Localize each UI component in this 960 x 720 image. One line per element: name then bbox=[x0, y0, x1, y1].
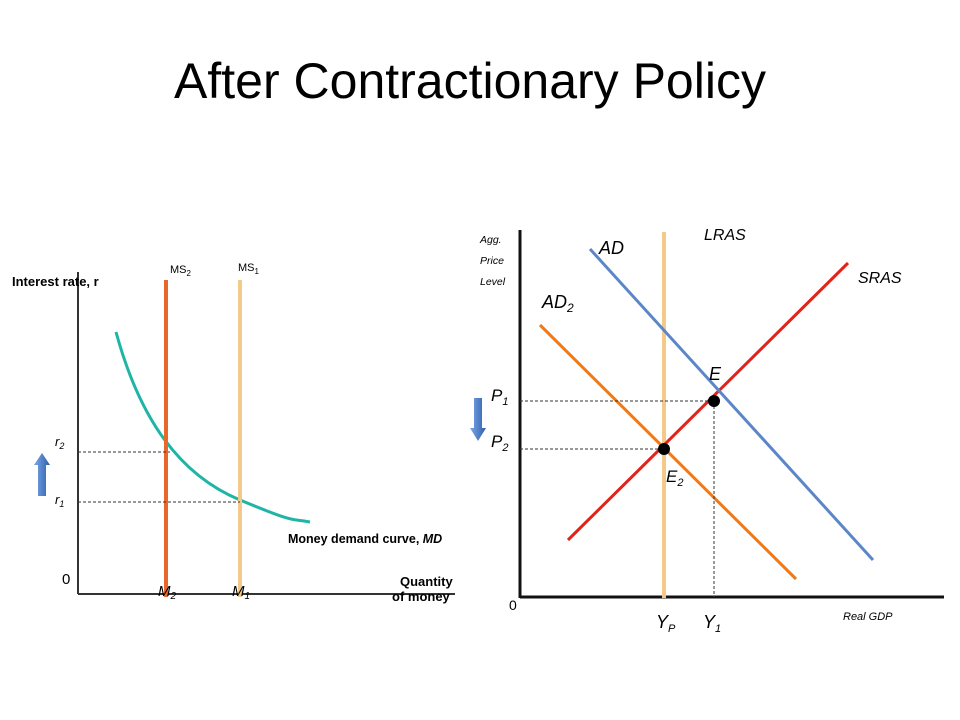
money-demand-label-md: MD bbox=[423, 532, 442, 546]
ad-as-origin: 0 bbox=[509, 597, 517, 613]
y-tick-p1: P1 bbox=[491, 386, 508, 408]
ad-as-xlabel: Real GDP bbox=[843, 611, 893, 623]
money-demand-label-prefix: Money demand curve, bbox=[288, 532, 423, 546]
x-tick-yp: YP bbox=[656, 612, 676, 635]
y-tick-p1-sub: 1 bbox=[502, 396, 508, 408]
x-tick-m2: M2 bbox=[158, 583, 177, 602]
y-tick-r1-base: r bbox=[55, 492, 60, 507]
money-market-ylabel: Interest rate, r bbox=[12, 274, 99, 289]
ad-label: AD bbox=[598, 238, 624, 258]
y-tick-p2-base: P bbox=[491, 432, 503, 451]
money-demand-curve bbox=[114, 331, 311, 524]
y-tick-r2-sub: 2 bbox=[58, 441, 64, 451]
ms1-label-base: MS bbox=[238, 262, 255, 274]
money-market-ylabel-text: Interest rate, r bbox=[12, 274, 99, 289]
money-market-xlabel: Quantity of money bbox=[392, 574, 456, 604]
ms2-label-sub: 2 bbox=[187, 269, 192, 278]
slide-title: After Contractionary Policy bbox=[174, 53, 766, 109]
x-tick-m2-base: M bbox=[158, 583, 171, 600]
point-e2-label-base: E bbox=[666, 467, 678, 486]
y-tick-r2: r2 bbox=[55, 434, 64, 451]
point-e-label: E bbox=[709, 364, 722, 384]
ad2-label-base: AD bbox=[541, 292, 567, 312]
money-market-origin: 0 bbox=[62, 571, 70, 588]
equilibrium-point-e2 bbox=[658, 443, 670, 455]
x-tick-y1: Y1 bbox=[703, 612, 721, 635]
ad-as-ylabel-line-1: Agg. bbox=[479, 234, 502, 246]
x-tick-m1: M1 bbox=[232, 583, 250, 602]
ad2-label: AD2 bbox=[541, 292, 574, 315]
point-e2-label-sub: 2 bbox=[676, 477, 683, 489]
x-tick-y1-base: Y bbox=[703, 612, 717, 632]
ms2-label: MS2 bbox=[170, 264, 192, 278]
ad-line bbox=[588, 247, 875, 562]
y-tick-r2-base: r bbox=[55, 434, 60, 449]
money-demand-label: Money demand curve, MD bbox=[288, 532, 442, 546]
ad2-label-sub: 2 bbox=[566, 301, 574, 315]
ms1-label: MS1 bbox=[238, 262, 260, 276]
y-tick-p1-base: P bbox=[491, 386, 503, 405]
money-market-xlabel-line-2: of money bbox=[392, 589, 451, 604]
interest-rate-up-arrow bbox=[34, 453, 50, 496]
x-tick-yp-base: Y bbox=[656, 612, 670, 632]
y-tick-r1-sub: 1 bbox=[59, 499, 64, 509]
ms1-label-sub: 1 bbox=[255, 267, 260, 276]
x-tick-y1-sub: 1 bbox=[715, 623, 721, 635]
x-tick-m2-sub: 2 bbox=[170, 591, 177, 602]
ad-as-chart: Agg. Price Level Real GDP 0 AD LRAS SRAS… bbox=[470, 227, 944, 635]
money-market-chart: Interest rate, r Quantity of money 0 Mon… bbox=[12, 262, 456, 604]
price-level-down-arrow bbox=[470, 398, 486, 441]
equilibrium-point-e bbox=[708, 395, 720, 407]
y-tick-r1: r1 bbox=[55, 492, 64, 509]
y-tick-p2: P2 bbox=[491, 432, 508, 454]
sras-label: SRAS bbox=[858, 270, 902, 287]
x-tick-yp-sub: P bbox=[668, 623, 676, 635]
y-tick-p2-sub: 2 bbox=[501, 442, 508, 454]
point-e-label-base: E bbox=[709, 364, 722, 384]
ad-as-ylabel-line-2: Price bbox=[480, 255, 504, 267]
ad-as-ylabel: Agg. Price Level bbox=[479, 234, 507, 288]
x-tick-m1-base: M bbox=[232, 583, 245, 600]
point-e2-label: E2 bbox=[666, 467, 683, 489]
x-tick-m1-sub: 1 bbox=[245, 591, 251, 602]
lras-label: LRAS bbox=[704, 227, 746, 244]
money-market-xlabel-line-1: Quantity bbox=[400, 574, 453, 589]
ms2-label-base: MS bbox=[170, 264, 187, 276]
ad-as-ylabel-line-3: Level bbox=[480, 276, 506, 288]
